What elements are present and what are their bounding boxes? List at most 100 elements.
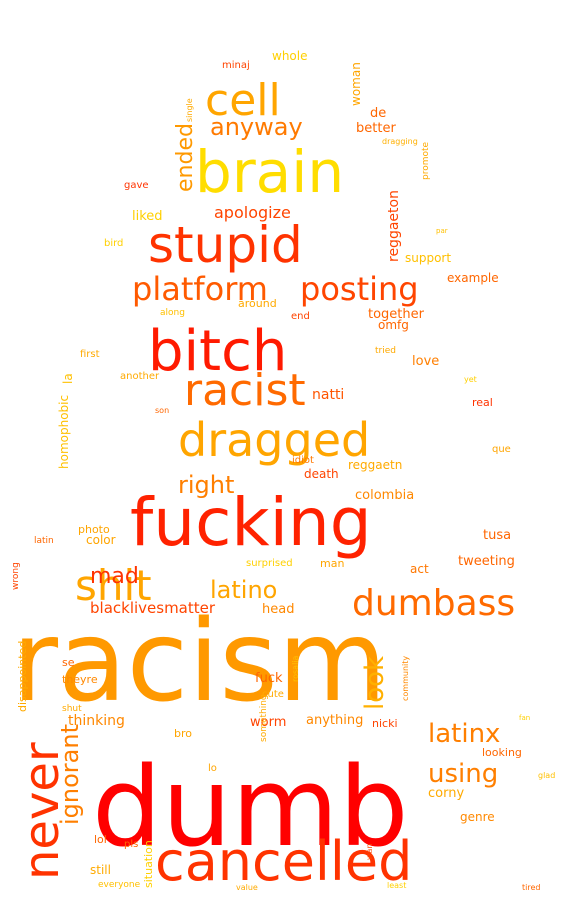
cloud-word: dumb: [92, 743, 409, 871]
cloud-word: situation: [142, 840, 155, 888]
cloud-word: dumbass: [352, 583, 515, 624]
cloud-word: cancelled: [155, 830, 412, 893]
cloud-word: along: [160, 308, 185, 318]
cloud-word: platform: [132, 270, 268, 308]
cloud-word: tried: [375, 346, 396, 356]
cloud-word: look: [360, 656, 390, 710]
cloud-word: gave: [124, 180, 149, 191]
cloud-word: another: [120, 371, 160, 382]
cloud-word: worm: [250, 715, 286, 730]
cloud-word: minaj: [222, 60, 250, 71]
cloud-word: posting: [300, 270, 419, 308]
cloud-word: ignorant: [56, 724, 84, 825]
cloud-word: bird: [104, 238, 123, 249]
cloud-word: using: [428, 759, 498, 789]
cloud-word: surprised: [246, 558, 293, 569]
cloud-word: never: [14, 742, 70, 880]
cloud-word: fan: [519, 714, 530, 722]
cloud-word: tusa: [483, 528, 511, 543]
cloud-word: apologize: [214, 203, 291, 222]
cloud-word: love: [412, 354, 439, 369]
cloud-word: yet: [464, 375, 477, 384]
cloud-word: son: [155, 406, 169, 415]
cloud-word: latino: [210, 576, 277, 604]
cloud-word: latin: [34, 536, 54, 546]
cloud-word: latinx: [428, 719, 500, 749]
cloud-word: head: [262, 602, 294, 617]
cloud-word: everyone: [98, 880, 141, 890]
cloud-word: brain: [195, 138, 344, 206]
cloud-word: omfg: [378, 318, 409, 332]
cloud-word: genre: [460, 810, 495, 824]
cloud-word: cute: [262, 689, 284, 700]
cloud-word: idiot: [292, 455, 314, 466]
cloud-word: wan: [365, 843, 374, 860]
cloud-word: stupid: [148, 216, 303, 274]
cloud-word: single: [185, 98, 194, 122]
cloud-word: homophobic: [57, 395, 71, 469]
cloud-word: support: [405, 251, 451, 265]
cloud-word: shut: [62, 704, 82, 714]
cloud-word: disappointed: [16, 641, 29, 712]
cloud-word: looking: [482, 746, 522, 759]
cloud-word: right: [178, 471, 234, 499]
cloud-word: woman: [349, 62, 363, 106]
cloud-word: dragged: [178, 413, 370, 467]
cloud-word: dragging: [382, 137, 418, 146]
cloud-word: bitch: [148, 319, 287, 384]
cloud-word: rosalia: [291, 655, 300, 682]
cloud-word: corny: [428, 786, 464, 801]
cloud-word: color: [86, 533, 116, 547]
cloud-word: de: [370, 106, 386, 121]
cloud-word: la: [61, 373, 75, 384]
cloud-word: se: [62, 656, 75, 669]
cloud-word: colombia: [355, 488, 414, 503]
cloud-word: lo: [208, 763, 217, 774]
cloud-word: shit: [75, 561, 152, 610]
cloud-word: que: [492, 444, 511, 455]
cloud-word: reggaeton: [386, 190, 402, 262]
cloud-word: still: [90, 863, 111, 877]
cloud-word: mad: [90, 564, 139, 589]
cloud-word: racism: [12, 597, 387, 727]
cloud-word: ended: [173, 123, 198, 192]
cloud-word: photo: [78, 523, 110, 536]
cloud-word: bro: [174, 727, 192, 740]
cloud-word: pls: [124, 839, 138, 850]
cloud-word: cell: [205, 75, 281, 126]
cloud-word: thinking: [68, 713, 125, 729]
cloud-word: par: [436, 227, 448, 235]
cloud-word: better: [356, 121, 396, 136]
cloud-word: tired: [522, 883, 540, 892]
cloud-word: least: [387, 881, 406, 890]
cloud-word: real: [472, 396, 493, 409]
cloud-word: example: [447, 271, 499, 285]
cloud-word: fucking: [130, 484, 372, 561]
cloud-word: nicki: [372, 717, 398, 730]
cloud-word: promote: [421, 141, 431, 180]
cloud-word: together: [368, 307, 425, 322]
cloud-word: death: [304, 467, 339, 481]
cloud-word: man: [320, 557, 344, 570]
cloud-word: racist: [184, 365, 306, 416]
cloud-word: glad: [538, 771, 555, 780]
cloud-word: community: [401, 656, 410, 701]
cloud-word: anyway: [210, 113, 303, 141]
cloud-word: natti: [312, 387, 344, 403]
cloud-word: blacklivesmatter: [90, 599, 216, 617]
cloud-word: act: [410, 562, 429, 576]
cloud-word: first: [80, 349, 100, 360]
cloud-word: tweeting: [458, 554, 515, 569]
cloud-word: around: [238, 297, 277, 310]
cloud-word: liked: [132, 209, 163, 224]
cloud-word: something: [259, 694, 269, 742]
cloud-word: lol: [94, 833, 107, 846]
cloud-word: whole: [272, 49, 307, 63]
cloud-word: reggaetn: [348, 458, 402, 472]
cloud-word: wrong: [11, 562, 21, 590]
cloud-word: end: [291, 311, 310, 322]
cloud-word: anything: [306, 713, 363, 728]
cloud-word: value: [236, 883, 258, 892]
cloud-word: fuck: [255, 671, 283, 686]
